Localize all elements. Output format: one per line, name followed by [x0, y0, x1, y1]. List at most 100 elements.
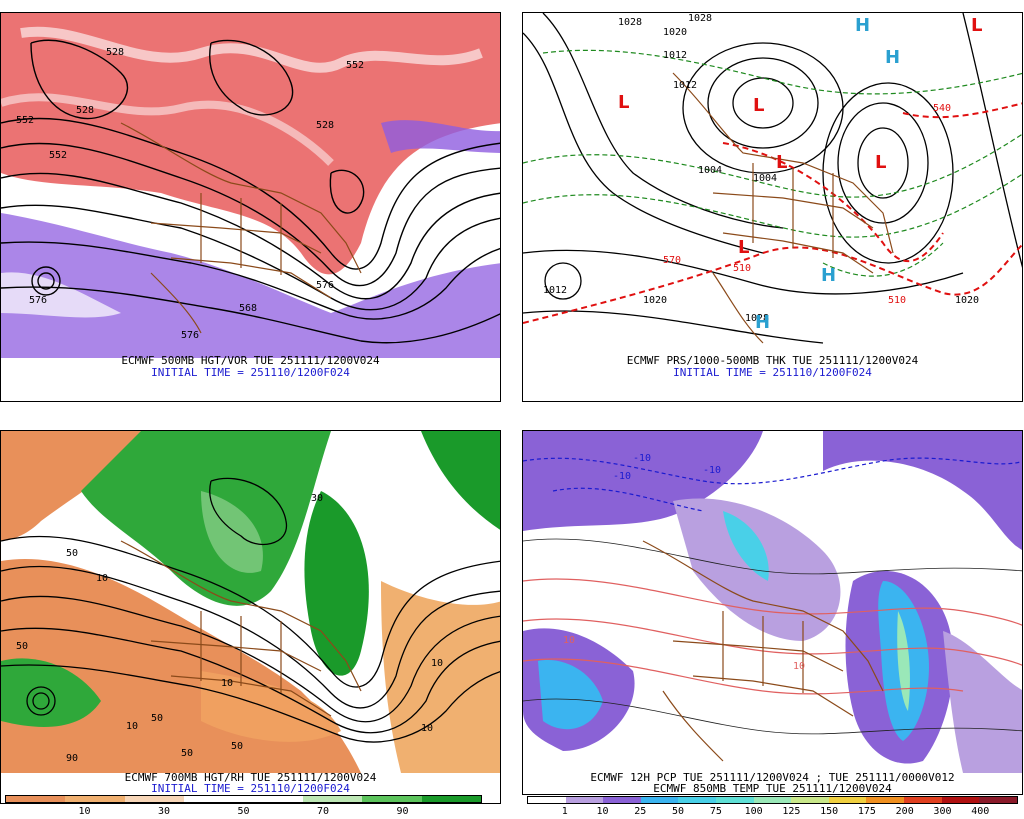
contour-label: 552	[49, 150, 67, 161]
colorbar-label: 10	[78, 806, 91, 817]
rh-colorbar	[5, 795, 482, 803]
colorbar-segment	[904, 797, 942, 803]
colorbar-label: 70	[316, 806, 330, 817]
colorbar-segment	[866, 797, 905, 803]
rh-label: 10	[221, 678, 233, 689]
thickness-label: 510	[733, 263, 751, 274]
contour-label: 568	[239, 303, 257, 314]
rh-label: 50	[16, 641, 28, 652]
rh-label: 50	[231, 741, 243, 752]
panel-title: ECMWF PRS/1000-500MB THK TUE 251111/1200…	[626, 354, 919, 367]
temp-label: -10	[633, 453, 651, 464]
colorbar-label: 50	[672, 806, 685, 817]
panel-500mb-hgt-vor: 528 528 552 528 552 576 576 552 576 568 …	[0, 12, 501, 402]
panel-initial-time: INITIAL TIME = 251110/1200F024	[673, 366, 872, 379]
colorbar-label: 25	[634, 806, 647, 817]
rh-label: 90	[66, 753, 78, 764]
high-pressure-marker: H	[855, 15, 870, 36]
panel-title: ECMWF 700MB HGT/RH TUE 251111/1200V024	[124, 771, 377, 784]
contour-label: 1012	[543, 285, 567, 296]
colorbar-label: 400	[971, 806, 990, 817]
colorbar-label: 300	[933, 806, 952, 817]
pcp-colorbar-labels: 1 10 25 50 75 100 125 150 175 200 300 400	[527, 806, 1018, 818]
colorbar-segment	[243, 796, 303, 802]
colorbar-segment	[716, 797, 754, 803]
colorbar-label: 200	[895, 806, 914, 817]
colorbar-segment	[753, 797, 792, 803]
temp-label: 10	[563, 635, 575, 646]
panel-subtitle: ECMWF 850MB TEMP TUE 251111/1200V024	[653, 782, 892, 795]
temp-label: -10	[703, 465, 721, 476]
high-pressure-marker: H	[885, 47, 900, 68]
panel-title: ECMWF 500MB HGT/VOR TUE 251111/1200V024	[121, 354, 380, 367]
temp-label: -10	[613, 471, 631, 482]
contour-label: 1012	[663, 50, 687, 61]
temp-label: 10	[793, 661, 805, 672]
panel-title: ECMWF 12H PCP TUE 251111/1200V024 ; TUE …	[590, 771, 955, 784]
contour-label: 1028	[745, 313, 769, 324]
colorbar-label: 150	[820, 806, 839, 817]
colorbar-segment	[678, 797, 717, 803]
colorbar-segment	[528, 797, 566, 803]
panel-700mb-hgt-rh: 10 50 50 10 50 50 90 10 50 30 10 10 ECMW…	[0, 430, 501, 804]
map-prs-thk: 1028 1020 1028 1012 1012 1004 1004 1012 …	[523, 13, 1022, 358]
low-pressure-marker: L	[738, 237, 749, 258]
colorbar-segment	[603, 797, 641, 803]
colorbar-label: 100	[744, 806, 763, 817]
pcp-colorbar	[527, 796, 1018, 804]
low-pressure-marker: L	[753, 95, 764, 116]
contour-label: 552	[16, 115, 34, 126]
colorbar-label: 50	[237, 806, 250, 817]
contour-label: 528	[106, 47, 124, 58]
rh-label: 10	[431, 658, 443, 669]
colorbar-label: 10	[596, 806, 609, 817]
panel-initial-time: INITIAL TIME = 251110/1200F024	[151, 366, 350, 379]
rh-label: 50	[151, 713, 163, 724]
colorbar-segment	[791, 797, 829, 803]
contour-label: 1004	[753, 173, 777, 184]
rh-label: 30	[311, 493, 323, 504]
rh-label: 10	[126, 721, 138, 732]
rh-colorbar-labels: 10 30 50 70 90	[5, 806, 482, 818]
colorbar-segment	[124, 796, 185, 802]
contour-label: 528	[76, 105, 94, 116]
panel-prs-thk: 1028 1020 1028 1012 1012 1004 1004 1012 …	[522, 12, 1023, 402]
colorbar-segment	[640, 797, 679, 803]
low-pressure-marker: L	[618, 92, 629, 113]
map-700mb: 10 50 50 10 50 50 90 10 50 30 10 10	[1, 431, 500, 773]
colorbar-label: 30	[157, 806, 171, 817]
contour-label: 1028	[688, 13, 712, 24]
rh-label: 50	[181, 748, 193, 759]
colorbar-label: 90	[396, 806, 409, 817]
colorbar-segment	[302, 796, 363, 802]
contour-label: 576	[181, 330, 199, 341]
rh-label: 50	[66, 548, 78, 559]
colorbar-segment	[941, 797, 980, 803]
contour-label: 1004	[698, 165, 722, 176]
low-pressure-marker: L	[971, 15, 982, 36]
contour-label: 1020	[663, 27, 687, 38]
thickness-label: 540	[933, 103, 951, 114]
colorbar-segment	[362, 796, 422, 802]
contour-label: 552	[346, 60, 364, 71]
contour-label: 576	[29, 295, 47, 306]
contour-label: 528	[316, 120, 334, 131]
colorbar-segment	[184, 796, 244, 802]
contour-label: 1020	[955, 295, 979, 306]
contour-label: 1012	[673, 80, 697, 91]
high-pressure-marker: H	[821, 265, 836, 286]
contour-label: 1020	[643, 295, 667, 306]
colorbar-label: 75	[709, 806, 722, 817]
colorbar-segment	[565, 797, 604, 803]
colorbar-label: 125	[782, 806, 801, 817]
thickness-label: 510	[888, 295, 906, 306]
contour-label: 1028	[618, 17, 642, 28]
map-500mb: 528 528 552 528 552 576 576 552 576 568	[1, 13, 500, 358]
colorbar-segment	[421, 796, 481, 802]
rh-label: 10	[421, 723, 433, 734]
thickness-label: 570	[663, 255, 681, 266]
colorbar-label: 175	[857, 806, 876, 817]
low-pressure-marker: L	[875, 152, 886, 173]
colorbar-segment	[6, 796, 66, 802]
colorbar-segment	[65, 796, 125, 802]
